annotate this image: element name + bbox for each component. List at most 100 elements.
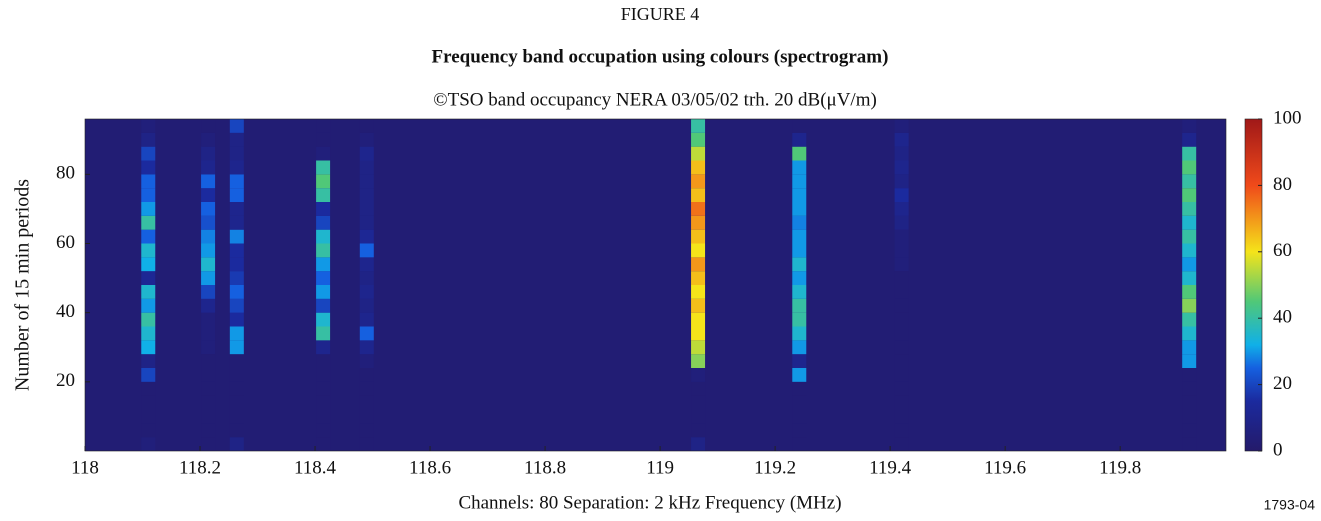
heat-cell: [316, 119, 330, 133]
heat-cell: [792, 271, 806, 285]
heat-cell: [201, 202, 215, 216]
heat-cell: [895, 313, 909, 327]
heat-cell: [792, 147, 806, 161]
heat-cell: [201, 161, 215, 175]
heat-cell: [201, 133, 215, 147]
heat-cell: [792, 133, 806, 147]
y-tick-label: 20: [56, 370, 75, 391]
heat-cell: [792, 382, 806, 396]
heat-cell: [230, 133, 244, 147]
plot-area: [85, 119, 1226, 451]
heat-cell: [895, 202, 909, 216]
heat-cell: [792, 354, 806, 368]
heat-cell: [230, 147, 244, 161]
heat-cell: [360, 147, 374, 161]
colorbar-tick-label: 40: [1273, 307, 1292, 328]
heat-cell: [316, 396, 330, 410]
heat-cell: [360, 313, 374, 327]
heat-cell: [792, 340, 806, 354]
heat-cell: [230, 423, 244, 437]
heat-cell: [141, 133, 155, 147]
heat-cell: [141, 410, 155, 424]
heat-cell: [141, 340, 155, 354]
heat-cell: [1182, 396, 1196, 410]
heat-cell: [316, 161, 330, 175]
heat-cell: [316, 327, 330, 341]
heat-cell: [792, 423, 806, 437]
y-axis-label: Number of 15 min periods: [12, 179, 34, 391]
heat-cell: [230, 299, 244, 313]
heat-cell: [141, 119, 155, 133]
colorbar-tick-label: 20: [1273, 373, 1292, 394]
heat-cell: [230, 216, 244, 230]
heat-cell: [691, 368, 705, 382]
heat-cell: [895, 423, 909, 437]
chart-subtitle: ©TSO band occupancy NERA 03/05/02 trh. 2…: [433, 89, 877, 110]
heat-cell: [316, 313, 330, 327]
heat-cell: [316, 354, 330, 368]
heat-cell: [360, 423, 374, 437]
heat-cell: [895, 340, 909, 354]
heat-cell: [691, 271, 705, 285]
heat-cell: [230, 230, 244, 244]
heat-cell: [141, 216, 155, 230]
heat-cell: [201, 244, 215, 258]
heat-cell: [792, 202, 806, 216]
x-tick-label: 119.6: [984, 457, 1026, 478]
heat-cell: [141, 188, 155, 202]
x-tick-label: 118.4: [294, 457, 337, 478]
heat-cell: [201, 230, 215, 244]
heat-cell: [201, 174, 215, 188]
heat-cell: [360, 437, 374, 451]
heat-cell: [360, 244, 374, 258]
heat-cell: [360, 410, 374, 424]
x-tick-label: 118.8: [524, 457, 566, 478]
heat-cell: [691, 437, 705, 451]
heat-cell: [1182, 133, 1196, 147]
heat-cell: [691, 354, 705, 368]
heat-cell: [201, 340, 215, 354]
heat-cell: [316, 423, 330, 437]
heat-cell: [201, 216, 215, 230]
colorbar-tick-label: 0: [1273, 439, 1283, 460]
heat-cell: [691, 327, 705, 341]
figure-code: 1793-04: [1264, 497, 1316, 513]
heat-cell: [201, 147, 215, 161]
heat-cell: [691, 244, 705, 258]
heat-cell: [1182, 244, 1196, 258]
heat-cell: [360, 133, 374, 147]
heat-cell: [895, 382, 909, 396]
y-tick-label: 40: [56, 301, 75, 322]
heat-cell: [141, 396, 155, 410]
heat-cell: [360, 396, 374, 410]
heat-cell: [316, 437, 330, 451]
heat-cell: [1182, 257, 1196, 271]
heat-cell: [691, 340, 705, 354]
heat-cell: [141, 382, 155, 396]
heat-cell: [1182, 437, 1196, 451]
heat-cell: [201, 271, 215, 285]
heat-cell: [792, 410, 806, 424]
heat-cell: [230, 161, 244, 175]
heat-cell: [141, 299, 155, 313]
heat-cell: [1182, 382, 1196, 396]
x-tick-label: 118.6: [409, 457, 451, 478]
background-cells: [85, 119, 1226, 451]
heat-cell: [895, 410, 909, 424]
heat-cell: [360, 354, 374, 368]
heat-cell: [691, 285, 705, 299]
heat-cell: [1182, 368, 1196, 382]
heat-cell: [360, 299, 374, 313]
heat-cell: [1182, 271, 1196, 285]
heat-cell: [141, 257, 155, 271]
heat-cell: [1182, 147, 1196, 161]
heat-cell: [792, 119, 806, 133]
y-tick-label: 60: [56, 232, 75, 253]
heat-cell: [201, 437, 215, 451]
heat-cell: [201, 285, 215, 299]
heat-cell: [316, 368, 330, 382]
heat-cell: [201, 313, 215, 327]
heat-cell: [201, 299, 215, 313]
x-tick-label: 119.2: [754, 457, 796, 478]
